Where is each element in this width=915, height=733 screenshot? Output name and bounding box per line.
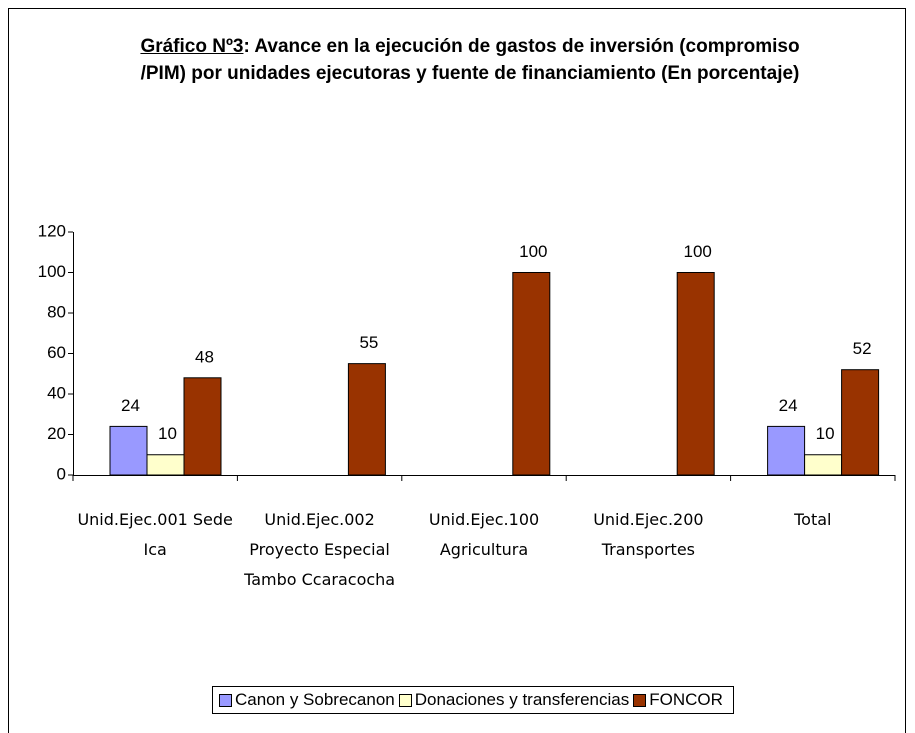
- y-tick-label: 100: [38, 262, 66, 281]
- bar: [347, 363, 386, 476]
- y-tick-label: 80: [47, 302, 66, 321]
- bar: [804, 454, 843, 476]
- data-label: 10: [158, 424, 177, 443]
- bar: [841, 369, 880, 476]
- chart-title: Gráfico Nº3: Avance en la ejecución de g…: [130, 34, 810, 87]
- bar: [676, 272, 715, 476]
- x-tick-label: Total: [794, 510, 832, 529]
- bar: [183, 377, 222, 476]
- x-tick-label: Unid.Ejec.002 Proyecto Especial Tambo Cc…: [244, 510, 396, 589]
- legend-item: FONCOR: [633, 690, 723, 710]
- x-tick-label: Unid.Ejec.100 Agricultura: [428, 510, 540, 559]
- legend-item: Canon y Sobrecanon: [219, 690, 395, 710]
- y-tick-label: 120: [38, 221, 66, 240]
- data-label: 52: [853, 339, 872, 358]
- legend-swatch: [219, 693, 232, 707]
- legend-swatch: [633, 693, 647, 707]
- legend-label: Donaciones y transferencias: [414, 690, 630, 709]
- bar: [512, 272, 551, 476]
- y-tick-label: 40: [47, 383, 66, 402]
- bar: [109, 425, 148, 476]
- bar: [146, 454, 185, 476]
- title-number: Gráfico Nº3: [140, 36, 244, 57]
- data-label: 100: [519, 242, 547, 261]
- y-tick-label: 60: [47, 343, 66, 362]
- legend-item: Donaciones y transferencias: [398, 690, 630, 710]
- legend-label: Canon y Sobrecanon: [235, 690, 395, 709]
- legend-label: FONCOR: [649, 690, 723, 709]
- x-tick-label: Unid.Ejec.200 Transportes: [593, 510, 704, 559]
- data-label: 10: [816, 424, 835, 443]
- data-label: 100: [684, 242, 712, 261]
- data-label: 48: [195, 347, 214, 366]
- bar: [767, 425, 806, 476]
- legend: Canon y Sobrecanon Donaciones y transfere…: [212, 686, 734, 714]
- data-label: 24: [121, 396, 140, 415]
- data-label: 55: [359, 333, 378, 352]
- legend-swatch: [398, 693, 412, 707]
- y-tick-label: 20: [47, 424, 66, 443]
- x-tick-label: Unid.Ejec.001 Sede Ica: [77, 510, 233, 559]
- title-text: : Avance en la ejecución de gastos de in…: [140, 36, 800, 84]
- y-tick-label: 0: [57, 464, 66, 483]
- data-label: 24: [779, 396, 798, 415]
